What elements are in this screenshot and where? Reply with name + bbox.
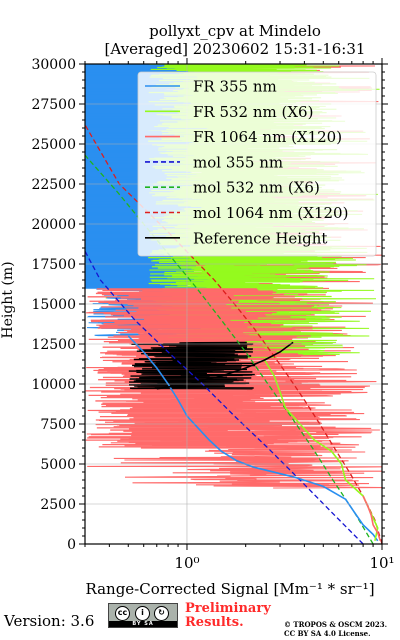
legend-label: FR 1064 nm (X120) [193, 128, 342, 146]
series-fr1064 [362, 495, 382, 542]
ref-noise-line [128, 341, 256, 390]
y-tick-label: 7500 [40, 417, 76, 433]
y-tick-label: 22500 [31, 177, 76, 193]
credit-line1: © TROPOS & OSCM 2023. [284, 620, 388, 629]
cc-badge-text: BY SA [109, 621, 177, 627]
legend-label: mol 1064 nm (X120) [193, 204, 348, 222]
chart-title-line1: pollyxt_cpv at Mindelo [149, 22, 321, 40]
y-tick-label: 30000 [31, 57, 76, 73]
x-tick-label: 10¹ [369, 554, 394, 572]
x-axis: 10⁰ 10¹ [84, 58, 395, 572]
legend-label: FR 355 nm [193, 78, 277, 96]
legend-box [137, 71, 377, 257]
preliminary-line2: Results. [185, 615, 244, 630]
y-tick-label: 27500 [31, 97, 76, 113]
chart-title-line2: [Averaged] 20230602 15:31-16:31 [104, 40, 366, 58]
reference-height-band [128, 341, 256, 390]
y-tick-label: 10000 [31, 377, 76, 393]
credit-line2: CC BY SA 4.0 License. [284, 629, 371, 638]
legend-label: Reference Height [193, 229, 327, 247]
y-tick-label: 0 [67, 537, 76, 553]
y-tick-label: 2500 [40, 497, 76, 513]
preliminary-notice: Preliminary Results. [185, 602, 271, 630]
legend-label: mol 355 nm [193, 153, 283, 171]
legend-label: FR 532 nm (X6) [193, 103, 313, 121]
series-mol355 [85, 250, 364, 544]
preliminary-line1: Preliminary [185, 601, 271, 616]
x-tick-label: 10⁰ [174, 554, 199, 572]
cc-license-badge: cc i ↻ BY SA [108, 603, 178, 628]
x-axis-label: Range-Corrected Signal [Mm⁻¹ * sr⁻¹] [85, 580, 375, 598]
y-tick-label: 25000 [31, 137, 76, 153]
y-tick-label: 12500 [31, 337, 76, 353]
y-tick-label: 5000 [40, 457, 76, 473]
sa-icon: ↻ [154, 606, 169, 621]
y-axis: 0 2500 5000 7500 10000 12500 15000 17500 20000 22… [31, 57, 388, 553]
legend-label: mol 532 nm (X6) [193, 179, 320, 197]
legend: FR 355 nm FR 532 nm (X6) FR 1064 nm (X120)… [137, 71, 377, 257]
y-tick-label: 15000 [31, 297, 76, 313]
version-label: Version: 3.6 [4, 612, 95, 630]
y-tick-label: 20000 [31, 217, 76, 233]
by-icon: i [135, 606, 150, 621]
cc-icon: cc [115, 606, 130, 621]
y-tick-label: 17500 [31, 257, 76, 273]
y-axis-label: Height (m) [0, 261, 16, 339]
copyright-credit: © TROPOS & OSCM 2023. CC BY SA 4.0 Licen… [284, 620, 387, 638]
